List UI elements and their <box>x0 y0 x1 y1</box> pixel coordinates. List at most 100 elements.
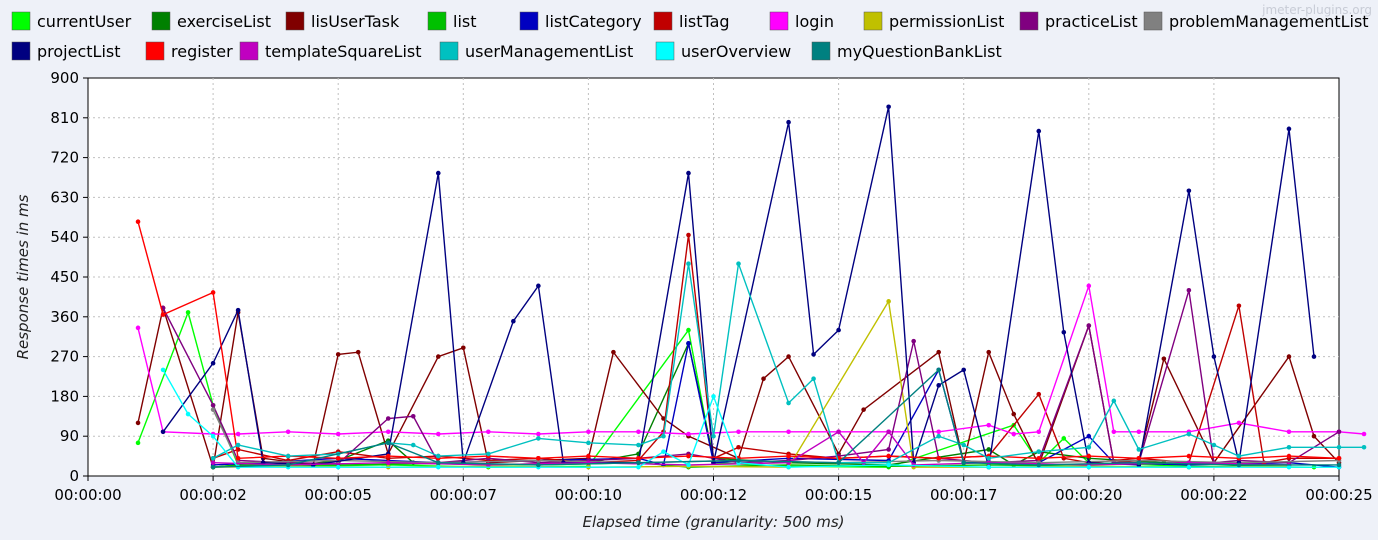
data-point <box>736 458 741 463</box>
legend-label: listCategory <box>545 12 642 31</box>
legend-label: templateSquareList <box>265 42 422 61</box>
data-point <box>435 464 441 470</box>
data-point <box>435 453 441 459</box>
legend-swatch <box>519 11 539 31</box>
data-point <box>936 349 941 355</box>
data-point <box>185 310 191 315</box>
data-point <box>1336 444 1342 450</box>
data-point <box>335 431 341 437</box>
legend-item-listCategory: listCategory <box>519 11 642 31</box>
legend-label: listTag <box>679 12 730 31</box>
series-userManagementList <box>210 261 1367 466</box>
data-point <box>210 456 216 461</box>
data-point <box>836 460 841 466</box>
x-tick-label: 00:00:20 <box>1055 486 1122 504</box>
data-point <box>1011 411 1017 417</box>
data-point <box>1286 464 1292 470</box>
data-point <box>160 429 166 435</box>
data-point <box>335 464 341 470</box>
data-point <box>1336 429 1342 435</box>
legend-swatch <box>653 11 673 31</box>
data-point <box>1236 453 1242 459</box>
series-line-userOverview <box>162 369 1339 468</box>
legend-label: exerciseList <box>177 12 271 31</box>
data-point <box>636 460 641 466</box>
legend-item-list: list <box>427 11 477 31</box>
y-tick-label: 360 <box>50 308 79 326</box>
data-point <box>1036 462 1042 468</box>
legend-item-lisUserTask: lisUserTask <box>285 11 400 31</box>
x-tick-label: 00:00:15 <box>805 486 872 504</box>
data-point <box>210 290 216 295</box>
legend-swatch <box>145 41 165 61</box>
data-point <box>686 453 691 459</box>
data-point <box>686 232 691 238</box>
data-point <box>160 367 166 373</box>
series-line-myQuestionBankList <box>213 368 1339 468</box>
data-point <box>1336 462 1342 468</box>
data-point <box>1086 283 1092 289</box>
legend-swatch <box>439 41 459 61</box>
legend-label: currentUser <box>37 12 132 31</box>
data-point <box>461 345 466 351</box>
legend-swatch <box>11 11 31 31</box>
legend-label: permissionList <box>889 12 1004 31</box>
series-lines <box>135 104 1367 470</box>
data-point <box>1061 329 1067 335</box>
data-point <box>1161 356 1167 362</box>
data-point <box>886 429 891 435</box>
series-register <box>135 219 1342 461</box>
legend: currentUser exerciseList lisUserTask list li… <box>11 11 1369 61</box>
data-point <box>811 376 816 382</box>
legend-swatch <box>655 41 675 61</box>
data-point <box>686 341 691 346</box>
data-point <box>611 349 616 355</box>
data-point <box>1286 354 1292 359</box>
data-point <box>661 433 666 439</box>
data-point <box>936 456 941 461</box>
y-tick-label: 0 <box>69 467 79 485</box>
data-point <box>1186 431 1192 437</box>
watermark: jmeter-plugins.org <box>1261 3 1372 17</box>
data-point <box>711 433 716 439</box>
data-point <box>135 219 141 225</box>
data-point <box>536 436 541 441</box>
data-point <box>1036 391 1042 397</box>
data-point <box>210 433 216 439</box>
data-point <box>160 312 166 317</box>
data-point <box>435 431 441 437</box>
data-point <box>1011 431 1017 437</box>
data-point <box>1086 433 1092 439</box>
data-point <box>536 431 541 437</box>
data-point <box>210 460 216 466</box>
data-point <box>1086 323 1092 328</box>
legend-label: list <box>453 12 477 31</box>
data-point <box>1111 398 1117 404</box>
data-point <box>586 440 591 446</box>
legend-item-projectList: projectList <box>11 41 121 61</box>
y-tick-label: 90 <box>60 427 79 445</box>
data-point <box>385 460 391 466</box>
data-point <box>210 407 216 412</box>
legend-item-register: register <box>145 41 233 61</box>
data-point <box>686 170 691 176</box>
data-point <box>586 453 591 459</box>
data-point <box>536 283 541 289</box>
series-line-lisUserTask <box>137 305 1340 468</box>
data-point <box>811 352 816 357</box>
legend-item-userManagementList: userManagementList <box>439 41 633 61</box>
y-tick-label: 720 <box>50 149 79 167</box>
data-point <box>135 420 141 426</box>
x-tick-label: 00:00:07 <box>430 486 497 504</box>
data-point <box>961 367 966 373</box>
data-point <box>661 449 666 454</box>
data-point <box>1236 303 1242 309</box>
x-tick-label: 00:00:00 <box>54 486 121 504</box>
legend-label: practiceList <box>1045 12 1138 31</box>
legend-label: problemManagementList <box>1169 12 1369 31</box>
series-line-register <box>137 221 1340 460</box>
data-point <box>1236 462 1242 468</box>
data-point <box>836 429 841 435</box>
legend-label: userOverview <box>681 42 791 61</box>
